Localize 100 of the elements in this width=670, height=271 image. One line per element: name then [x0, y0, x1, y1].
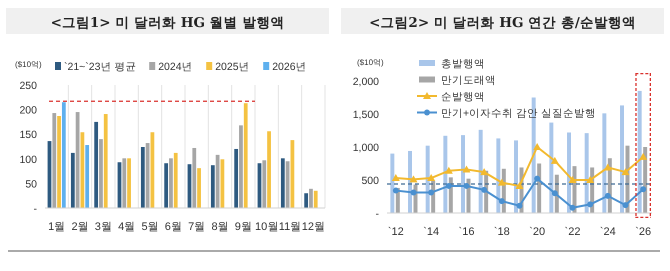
x-tick-label: 2월	[71, 221, 89, 233]
bar	[638, 90, 642, 213]
point	[427, 174, 436, 182]
bar	[48, 141, 52, 208]
y-tick-label: -	[34, 203, 38, 215]
y-tick-label: 100	[19, 154, 38, 166]
bar	[70, 152, 75, 208]
x-tick-label: `18	[494, 226, 510, 238]
point	[586, 176, 594, 183]
x-tick-label: `26	[635, 226, 652, 238]
bar	[290, 140, 294, 208]
bar	[258, 163, 262, 208]
point	[392, 188, 399, 194]
bar	[443, 136, 448, 213]
x-tick-label: 10월	[255, 221, 278, 233]
bar	[197, 168, 201, 208]
bar	[239, 125, 243, 208]
y-tick-label: 150	[19, 129, 38, 142]
bar	[514, 140, 518, 213]
x-tick-label: 5월	[141, 221, 159, 233]
point	[481, 186, 488, 193]
point	[622, 168, 630, 176]
point	[516, 182, 524, 189]
bar	[150, 132, 154, 208]
bar	[76, 112, 80, 208]
point	[498, 198, 505, 204]
legend-label: 만기도래액	[441, 74, 496, 86]
point	[604, 192, 611, 199]
y-tick-label: 50	[25, 178, 38, 190]
chart-title: <그림1> 미 달러화 HG 월별 발행액	[50, 15, 284, 31]
y-tick-label: 250	[19, 80, 38, 92]
bar	[262, 160, 266, 208]
point	[410, 175, 418, 182]
y-tick-label: 500	[361, 175, 380, 187]
bar	[122, 158, 126, 208]
bar	[80, 132, 84, 208]
point	[552, 190, 558, 196]
legend-label: 순발행액	[441, 91, 485, 103]
x-tick-label: `22	[564, 226, 580, 238]
legend-label: 만기+이자수취 감안 실질순발행	[441, 108, 596, 120]
legend-label: 2026년	[272, 61, 307, 73]
x-tick-label: `16	[458, 226, 474, 238]
point	[444, 166, 453, 174]
y-axis-title: ($10억)	[357, 58, 384, 67]
bar	[174, 152, 178, 208]
point	[639, 152, 648, 160]
bar	[304, 193, 308, 208]
point	[534, 176, 540, 182]
x-tick-label: 11월	[278, 221, 302, 233]
y-tick-label: 2,000	[352, 76, 380, 88]
bar	[99, 139, 103, 208]
bar	[244, 103, 248, 208]
x-tick-label: 3월	[94, 221, 112, 233]
bar	[188, 164, 192, 208]
y-axis-title: ($10억)	[15, 60, 42, 69]
bar	[496, 138, 500, 213]
bar	[57, 116, 61, 208]
bar	[267, 131, 271, 208]
x-tick-label: 12월	[302, 221, 325, 233]
point	[446, 182, 452, 189]
bar	[164, 163, 168, 208]
x-tick-label: 1월	[48, 221, 66, 233]
bar	[140, 146, 145, 208]
x-tick-label: `12	[388, 226, 404, 238]
bar	[127, 158, 131, 208]
bar	[52, 113, 56, 208]
bar	[216, 154, 220, 208]
point	[498, 178, 506, 186]
bar	[94, 122, 98, 208]
bar	[584, 133, 589, 213]
point	[480, 168, 488, 176]
x-tick-label: `24	[600, 226, 616, 238]
point	[410, 190, 416, 196]
bar	[426, 146, 430, 213]
y-tick-label: 1,000	[352, 142, 380, 154]
bar	[549, 122, 554, 213]
point	[550, 156, 559, 164]
legend-label: 총발행액	[441, 58, 485, 70]
bar	[390, 154, 394, 213]
bar	[478, 130, 483, 213]
x-tick-label: 4월	[118, 221, 136, 233]
y-tick-label: 1,500	[352, 109, 380, 121]
bar	[118, 162, 122, 208]
point	[533, 143, 542, 150]
y-tick-label: 200	[19, 104, 38, 117]
point	[462, 165, 470, 172]
bar	[309, 188, 313, 208]
legend-label: 2025년	[215, 61, 250, 73]
bar	[280, 158, 285, 208]
point	[622, 202, 628, 208]
bar	[461, 135, 465, 213]
point	[464, 182, 470, 189]
bar	[146, 143, 150, 208]
point	[428, 190, 434, 196]
bar	[62, 102, 66, 208]
y-tick-label: -	[376, 208, 380, 220]
x-tick-label: 6월	[164, 221, 182, 233]
bar	[85, 145, 90, 208]
bar	[220, 159, 224, 208]
legend-label: `21~`23년 평균	[64, 61, 136, 73]
